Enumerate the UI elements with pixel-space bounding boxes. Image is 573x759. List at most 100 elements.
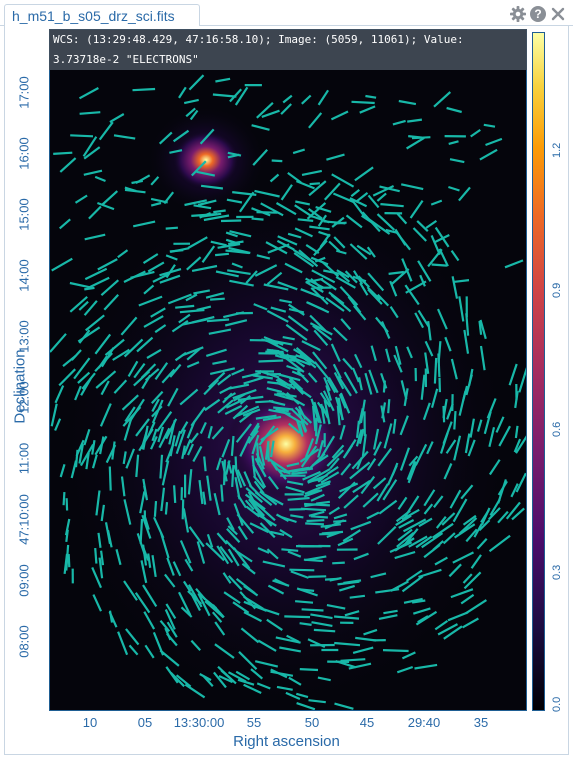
polarization-vector	[339, 424, 346, 440]
polarization-vector	[306, 301, 325, 311]
polarization-vector	[170, 247, 190, 253]
polarization-vector	[94, 352, 114, 373]
polarization-vector	[151, 405, 163, 418]
polarization-vector	[403, 597, 423, 604]
polarization-vector	[226, 517, 235, 531]
polarization-vector	[340, 462, 352, 476]
polarization-vector	[421, 532, 444, 549]
polarization-vector	[323, 220, 346, 225]
polarization-vector	[279, 646, 301, 653]
polarization-vector	[99, 403, 112, 427]
polarization-vector	[154, 324, 167, 334]
polarization-vector	[185, 293, 198, 302]
polarization-vector	[92, 594, 103, 612]
polarization-vector	[51, 257, 73, 272]
polarization-vector	[299, 420, 307, 433]
polarization-vector	[412, 227, 427, 242]
polarization-vector	[120, 476, 126, 497]
polarization-vector	[444, 336, 452, 352]
polarization-vector	[460, 484, 474, 500]
polarization-vector	[255, 414, 277, 420]
polarization-vector	[197, 199, 217, 207]
polarization-vector	[139, 491, 146, 514]
svg-text:?: ?	[534, 7, 541, 21]
polarization-vector	[326, 378, 337, 394]
polarization-vector	[458, 186, 471, 202]
polarization-vector	[77, 371, 91, 384]
polarization-vector	[470, 128, 481, 138]
polarization-vector	[381, 402, 387, 419]
polarization-vector	[240, 627, 260, 644]
polarization-vector	[430, 388, 439, 408]
polarization-vector	[98, 121, 114, 141]
polarization-vector	[202, 675, 214, 687]
polarization-vector	[259, 522, 276, 539]
polarization-vector	[199, 211, 212, 219]
polarization-vector	[74, 449, 79, 468]
polarization-vector	[117, 249, 129, 259]
polarization-vector	[258, 425, 276, 446]
tab-file[interactable]: h_m51_b_s05_drz_sci.fits	[4, 4, 200, 26]
polarization-vector	[368, 218, 391, 235]
polarization-vector	[253, 480, 265, 495]
polarization-vector	[270, 670, 294, 677]
polarization-vector	[243, 595, 264, 610]
polarization-vector	[216, 532, 228, 545]
polarization-vector	[54, 385, 65, 404]
close-icon[interactable]	[549, 5, 567, 23]
polarization-vector	[273, 393, 294, 401]
polarization-vector	[310, 398, 321, 423]
polarization-vector	[195, 587, 207, 601]
polarization-vector	[219, 545, 234, 564]
gear-icon[interactable]	[509, 5, 527, 23]
polarization-vector	[320, 471, 340, 484]
polarization-vector	[443, 463, 453, 480]
polarization-vector	[139, 518, 144, 544]
polarization-vector	[164, 573, 176, 588]
polarization-vector	[462, 573, 473, 584]
polarization-vector	[99, 436, 105, 455]
polarization-vector	[301, 169, 323, 176]
polarization-vector	[179, 421, 189, 435]
fits-image-canvas[interactable]	[49, 29, 527, 711]
polarization-vector	[175, 304, 195, 309]
polarization-vector	[243, 611, 263, 623]
polarization-vector	[306, 482, 331, 495]
polarization-vector	[310, 613, 333, 620]
polarization-vector	[233, 503, 244, 526]
polarization-vector	[144, 368, 160, 382]
polarization-vector	[404, 528, 419, 544]
polarization-vector	[147, 421, 156, 437]
polarization-vector	[186, 256, 202, 271]
y-tick-label: 16:00	[16, 137, 32, 170]
polarization-vector	[288, 377, 304, 391]
polarization-vector	[207, 425, 213, 439]
polarization-vector	[465, 374, 473, 396]
polarization-vector	[313, 361, 330, 380]
polarization-vector	[330, 343, 341, 362]
polarization-vector	[288, 676, 302, 686]
polarization-vector	[229, 88, 243, 103]
polarization-vector	[332, 327, 348, 342]
help-icon[interactable]: ?	[529, 5, 547, 23]
polarization-vector	[294, 406, 313, 424]
polarization-vector	[94, 175, 106, 183]
polarization-vector	[150, 307, 166, 318]
polarization-vector	[215, 77, 231, 83]
colorbar	[532, 32, 545, 711]
polarization-vector	[221, 460, 228, 482]
polarization-vector	[217, 373, 232, 386]
polarization-vector	[156, 411, 173, 433]
polarization-vector	[224, 404, 243, 415]
polarization-vector	[515, 435, 526, 454]
y-tick-label: 09:00	[16, 564, 32, 597]
polarization-vector	[191, 160, 207, 177]
polarization-vector	[235, 670, 251, 681]
polarization-vector	[243, 585, 259, 597]
polarization-vector	[351, 367, 360, 383]
polarization-vector	[375, 316, 389, 333]
polarization-vector	[343, 494, 359, 509]
polarization-vector	[224, 392, 237, 401]
polarization-vector	[172, 129, 190, 143]
